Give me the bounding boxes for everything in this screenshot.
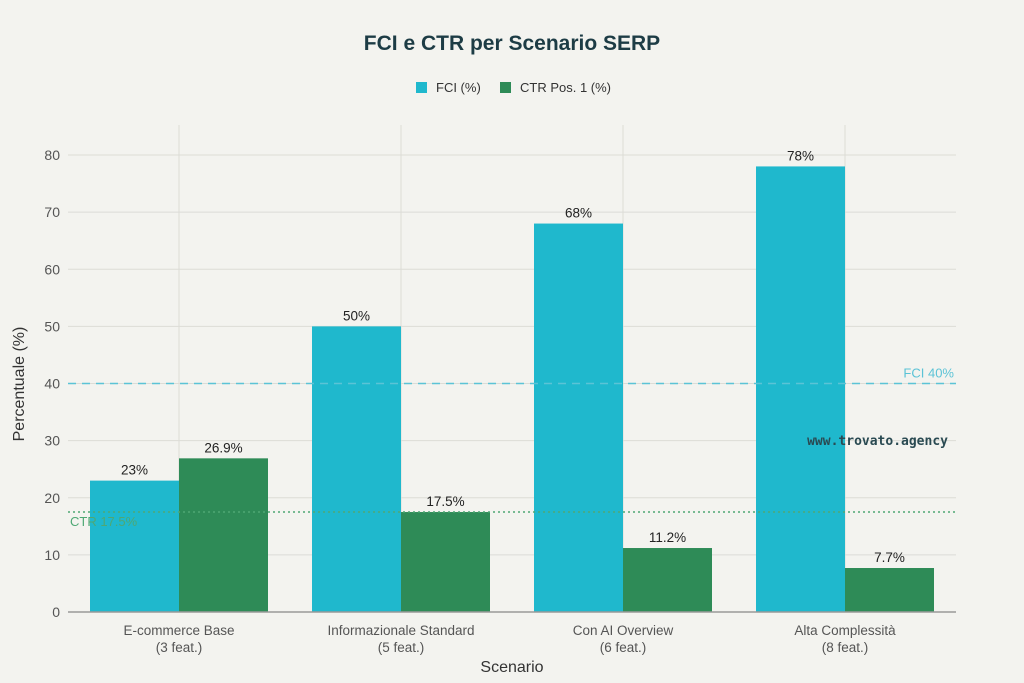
y-tick-label: 50: [44, 318, 60, 334]
x-tick-label: E-commerce Base (3 feat.): [123, 623, 234, 655]
legend-label: CTR Pos. 1 (%): [520, 80, 611, 95]
y-tick-label: 10: [44, 547, 60, 563]
reference-label: CTR 17.5%: [70, 514, 138, 529]
legend: FCI (%) CTR Pos. 1 (%): [416, 80, 611, 95]
data-label: 17.5%: [426, 494, 464, 509]
bars: 23% 26.9% 50% 17.5% 68% 11.2% 78% 7.7%: [90, 148, 934, 613]
y-tick-label: 80: [44, 147, 60, 163]
bar-fci: [756, 166, 845, 613]
x-tick-label: Informazionale Standard (5 feat.): [327, 623, 474, 655]
bar-fci: [534, 223, 623, 613]
watermark: www.trovato.agency: [807, 434, 948, 449]
reference-lines: FCI 40% CTR 17.5%: [68, 366, 956, 529]
x-axis: E-commerce Base (3 feat.) Informazionale S…: [68, 611, 956, 655]
y-tick-label: 30: [44, 433, 60, 449]
data-label: 26.9%: [204, 440, 242, 455]
y-tick-label: 40: [44, 376, 60, 392]
bar-ctr: [179, 458, 268, 612]
legend-swatch: [500, 82, 511, 93]
data-label: 23%: [121, 463, 148, 478]
data-label: 78%: [787, 148, 814, 163]
x-axis-label: Scenario: [480, 659, 543, 676]
y-axis-label: Percentuale (%): [11, 327, 28, 442]
chart-title: FCI e CTR per Scenario SERP: [364, 32, 660, 55]
legend-swatch: [416, 82, 427, 93]
x-tick-label: Alta Complessità (8 feat.): [794, 623, 896, 655]
data-label: 11.2%: [649, 530, 686, 545]
data-label: 7.7%: [874, 550, 905, 565]
y-tick-label: 0: [52, 604, 60, 620]
reference-label: FCI 40%: [903, 366, 954, 381]
bar-fci: [90, 480, 179, 612]
bar-ctr: [623, 548, 712, 612]
legend-label: FCI (%): [436, 80, 481, 95]
bar-ctr: [401, 512, 490, 612]
y-tick-label: 70: [44, 204, 60, 220]
x-tick-label: Con AI Overview (6 feat.): [573, 623, 674, 655]
y-tick-label: 20: [44, 490, 60, 506]
data-label: 50%: [343, 308, 370, 323]
data-label: 68%: [565, 206, 592, 221]
bar-ctr: [845, 568, 934, 612]
bar-fci: [312, 326, 401, 612]
y-tick-label: 60: [44, 261, 60, 277]
